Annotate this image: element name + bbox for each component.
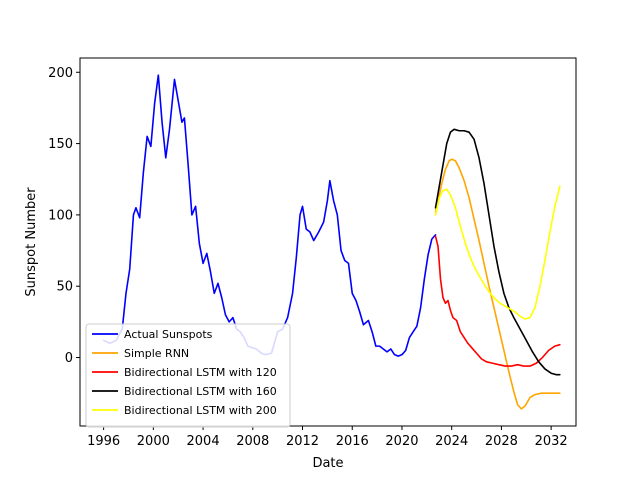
y-tick-label: 50 bbox=[56, 280, 73, 295]
legend-label-5: Bidirectional LSTM with 200 bbox=[124, 404, 277, 417]
y-tick-label: 200 bbox=[48, 66, 73, 81]
x-tick-label: 2004 bbox=[187, 434, 220, 449]
legend-label-1: Actual Sunspots bbox=[124, 328, 213, 341]
y-tick-label: 150 bbox=[48, 137, 73, 152]
x-axis-label: Date bbox=[312, 456, 343, 471]
y-axis: 0 50 100 150 200 bbox=[48, 66, 80, 366]
x-tick-label: 2024 bbox=[435, 434, 468, 449]
x-tick-label: 2008 bbox=[236, 434, 269, 449]
series-line-4 bbox=[434, 128, 561, 376]
legend-box bbox=[85, 323, 291, 428]
legend-label-4: Bidirectional LSTM with 160 bbox=[124, 385, 277, 398]
x-tick-label: 2000 bbox=[137, 434, 170, 449]
series-line-3 bbox=[434, 235, 561, 367]
x-tick-label: 2032 bbox=[535, 434, 568, 449]
x-tick-label: 2020 bbox=[385, 434, 418, 449]
x-tick-label: 1996 bbox=[87, 434, 120, 449]
x-tick-label: 2028 bbox=[485, 434, 518, 449]
series-line-2 bbox=[434, 158, 561, 410]
legend: Actual Sunspots Simple RNN Bidirectional L… bbox=[85, 323, 291, 428]
x-tick-label: 2012 bbox=[286, 434, 319, 449]
y-tick-label: 0 bbox=[65, 351, 73, 366]
legend-label-3: Bidirectional LSTM with 120 bbox=[124, 366, 277, 379]
legend-label-2: Simple RNN bbox=[124, 347, 189, 360]
x-tick-label: 2016 bbox=[336, 434, 369, 449]
y-tick-label: 100 bbox=[48, 208, 73, 223]
series-line-5 bbox=[434, 185, 561, 320]
y-axis-label: Sunspot Number bbox=[24, 187, 39, 297]
x-axis: 1996 2000 2004 2008 2012 2016 2020 2024 2028 2032 bbox=[87, 426, 568, 449]
plot-frame bbox=[79, 57, 577, 427]
